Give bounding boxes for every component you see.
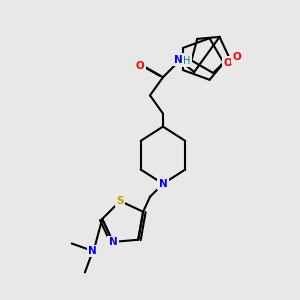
Text: O: O <box>233 52 242 62</box>
Text: N: N <box>88 246 97 256</box>
Text: O: O <box>135 61 144 71</box>
Text: H: H <box>183 56 190 66</box>
Text: N: N <box>159 179 167 189</box>
Text: S: S <box>116 196 124 206</box>
Text: N: N <box>109 237 117 247</box>
Text: N: N <box>174 55 183 64</box>
Text: O: O <box>223 58 232 68</box>
